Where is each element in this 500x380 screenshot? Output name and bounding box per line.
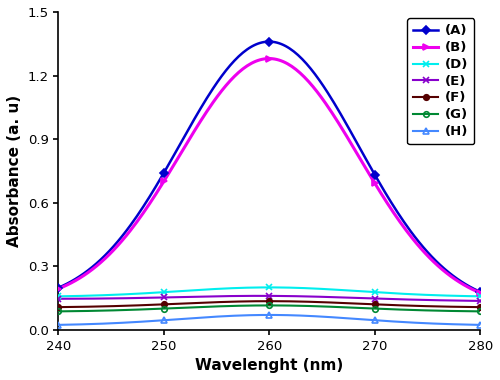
Line: (G): (G) [56,302,483,314]
(D) [161,290,167,294]
(F) [266,299,272,304]
X-axis label: Wavelenght (nm): Wavelenght (nm) [196,358,344,373]
(B) [372,181,378,186]
(A) [56,285,62,290]
(F) [56,305,62,309]
(H) [478,323,484,327]
Y-axis label: Absorbance (a. u): Absorbance (a. u) [7,95,22,247]
Line: (A): (A) [55,38,484,295]
(A) [372,173,378,177]
(H) [161,318,167,323]
(A) [161,171,167,175]
(E) [266,294,272,298]
(F) [478,305,484,309]
Line: (H): (H) [56,312,483,328]
(H) [372,318,378,323]
Line: (E): (E) [55,292,484,304]
(E) [478,299,484,303]
(A) [478,290,484,294]
Line: (D): (D) [55,284,484,300]
(A) [266,40,272,44]
(G) [372,306,378,311]
Line: (F): (F) [56,298,483,310]
(D) [266,285,272,290]
(B) [161,179,167,184]
(E) [372,296,378,301]
(B) [266,56,272,61]
(F) [372,302,378,307]
(G) [161,306,167,311]
(D) [478,294,484,299]
(D) [56,294,62,299]
(H) [266,313,272,317]
(E) [161,295,167,300]
(E) [56,296,62,301]
Legend: (A), (B), (D), (E), (F), (G), (H): (A), (B), (D), (E), (F), (G), (H) [407,18,474,144]
(H) [56,323,62,327]
(G) [56,309,62,314]
(G) [266,303,272,308]
(D) [372,290,378,294]
(G) [478,309,484,314]
Line: (B): (B) [55,55,484,296]
(F) [161,302,167,307]
(B) [478,291,484,295]
(B) [56,287,62,291]
